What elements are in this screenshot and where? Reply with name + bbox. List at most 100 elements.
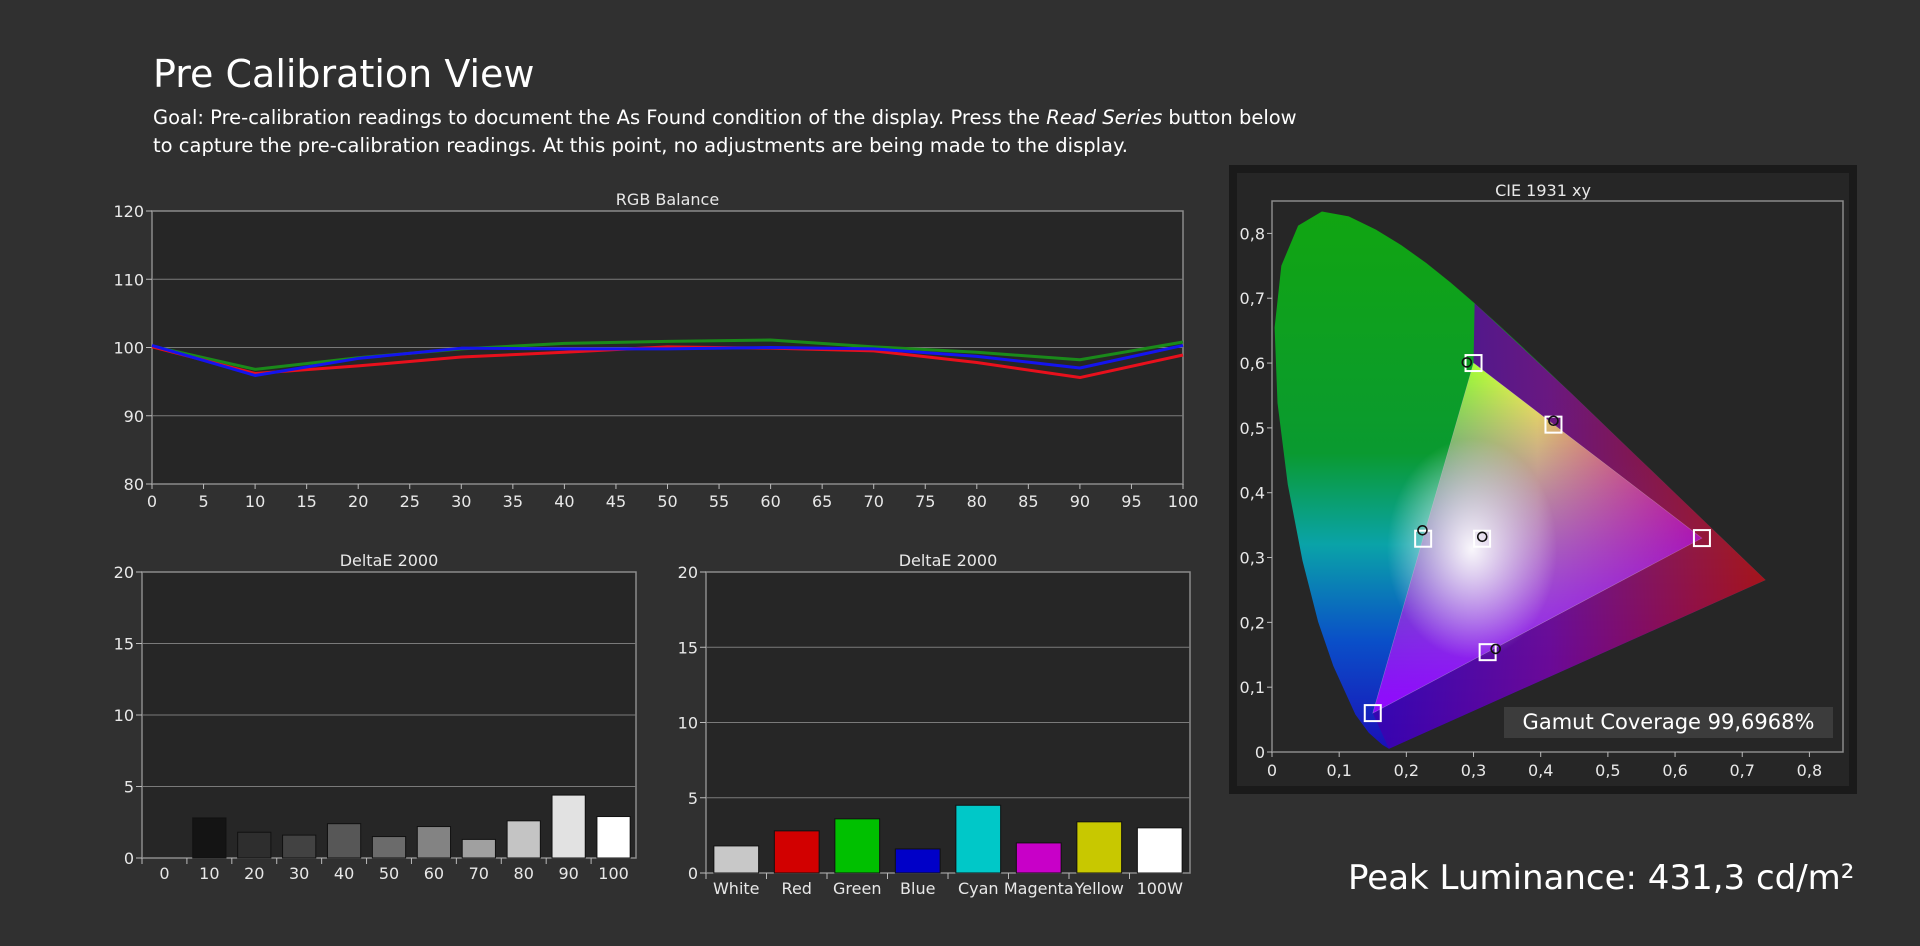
x-tick-label: 0,7 (1730, 761, 1755, 780)
x-tick-label: 75 (915, 492, 935, 511)
x-tick-label: 40 (334, 864, 354, 883)
x-tick-label: 0,4 (1528, 761, 1553, 780)
bar-50 (371, 836, 407, 859)
y-tick-label: 120 (113, 202, 144, 221)
bar-Magenta (1015, 842, 1062, 874)
x-tick-label: 0,2 (1394, 761, 1419, 780)
x-tick-label: 70 (864, 492, 884, 511)
bar-Cyan (955, 804, 1002, 874)
x-tick-label: 100W (1137, 879, 1184, 898)
x-tick-label: 15 (296, 492, 316, 511)
x-tick-label: 25 (400, 492, 420, 511)
gamut-triangle-outline (1372, 362, 1703, 714)
bar-Red (773, 830, 820, 874)
y-tick-label: 0 (688, 864, 698, 883)
y-tick-label: 0,8 (1240, 224, 1265, 243)
y-tick-label: 0 (124, 849, 134, 868)
measured-marker-1 (1417, 525, 1428, 536)
series-line-1 (151, 345, 1184, 380)
x-tick-label: 100 (598, 864, 629, 883)
y-tick-label: 0,7 (1240, 289, 1265, 308)
bar-70 (461, 838, 496, 859)
goal-text: Goal: Pre-calibration readings to docume… (153, 104, 1303, 160)
target-marker-3 (1414, 529, 1433, 548)
x-tick-label: 35 (503, 492, 523, 511)
measured-marker-3 (1548, 415, 1559, 427)
series-line-0 (151, 338, 1184, 371)
deltae-colors-chart: 0 5 10 15 20 DeltaE 2000 White Red Green Blue Cyan… (678, 551, 1191, 898)
x-tick-label: 50 (657, 492, 677, 511)
chart-title: DeltaE 2000 (340, 551, 439, 570)
goal-prefix: Goal: Pre-calibration readings to docume… (153, 106, 1047, 129)
x-tick-label: 100 (1168, 492, 1199, 511)
y-tick-label: 110 (113, 270, 144, 289)
y-tick-label: 0,2 (1240, 613, 1265, 632)
x-tick-label: 30 (289, 864, 309, 883)
bar-90 (551, 794, 586, 859)
target-marker-2 (1363, 704, 1382, 723)
bar-20 (237, 831, 272, 859)
bar-Blue (894, 848, 941, 874)
target-marker-6 (1473, 529, 1492, 548)
target-marker-1 (1464, 354, 1483, 373)
y-tick-label: 0,1 (1240, 678, 1265, 697)
x-tick-label: 60 (760, 492, 780, 511)
rgb-balance-chart: 80 90 100 110 120 0 5 10 15 20 25 30 35 40 45 50 55 60 65 7… (113, 190, 1198, 511)
read-series-emphasis: Read Series (1046, 106, 1163, 129)
chart-title: CIE 1931 xy (1495, 181, 1591, 200)
bar-100W (1136, 827, 1183, 874)
x-tick-label: 95 (1121, 492, 1141, 511)
x-tick-label: Blue (900, 879, 935, 898)
bar-30 (282, 834, 317, 859)
x-tick-label: 20 (244, 864, 264, 883)
x-tick-label: 80 (514, 864, 534, 883)
x-tick-label: 0,8 (1797, 761, 1822, 780)
x-tick-label: 60 (424, 864, 444, 883)
y-tick-label: 20 (114, 563, 134, 582)
bar-80 (506, 820, 541, 859)
measured-marker-0 (1461, 357, 1473, 368)
y-tick-label: 10 (114, 706, 134, 725)
y-tick-label: 5 (688, 789, 698, 808)
x-tick-label: Yellow (1074, 879, 1124, 898)
y-tick-label: 100 (113, 339, 144, 358)
y-tick-label: 5 (124, 778, 134, 797)
x-tick-label: 50 (379, 864, 399, 883)
x-tick-label: 80 (967, 492, 987, 511)
y-tick-label: 90 (124, 407, 144, 426)
y-tick-label: 0 (1255, 743, 1265, 762)
y-tick-label: 20 (678, 563, 698, 582)
x-tick-label: 85 (1018, 492, 1038, 511)
bar-40 (326, 823, 362, 859)
x-tick-label: Magenta (1004, 879, 1074, 898)
measured-marker-2 (1490, 643, 1501, 655)
cie-1931-chart: CIE 1931 xy 0 0,1 0,2 0,3 0,4 0,5 0,6 0,7 0,8 0 0,1… (1229, 165, 1857, 794)
goal-suffix: button below to capture the pre-calibrat… (153, 106, 1297, 157)
peak-luminance-label: Peak Luminance: 431,3 cd/m² (1348, 858, 1855, 898)
x-tick-label: Cyan (958, 879, 999, 898)
series-line-2 (151, 343, 1184, 377)
white-point-glow (1387, 438, 1558, 659)
x-tick-label: Green (833, 879, 881, 898)
gamut-coverage-label: Gamut Coverage 99,6968% (1504, 707, 1833, 738)
bar-100 (596, 816, 631, 859)
y-tick-label: 15 (678, 638, 698, 657)
y-tick-label: 80 (124, 475, 144, 494)
bar-Green (834, 818, 881, 874)
bar-60 (416, 826, 452, 859)
x-tick-label: 10 (199, 864, 219, 883)
x-tick-label: 70 (469, 864, 489, 883)
x-tick-label: 0 (159, 864, 169, 883)
target-marker-4 (1478, 643, 1497, 662)
y-tick-label: 15 (114, 635, 134, 654)
page-title: Pre Calibration View (153, 52, 535, 96)
x-tick-label: Red (782, 879, 812, 898)
x-tick-label: 90 (1070, 492, 1090, 511)
x-tick-label: 0,1 (1326, 761, 1351, 780)
x-tick-label: 30 (451, 492, 471, 511)
bar-Yellow (1076, 821, 1123, 874)
y-tick-label: 0,3 (1240, 549, 1265, 568)
target-marker-0 (1692, 529, 1711, 548)
x-tick-label: 65 (812, 492, 832, 511)
